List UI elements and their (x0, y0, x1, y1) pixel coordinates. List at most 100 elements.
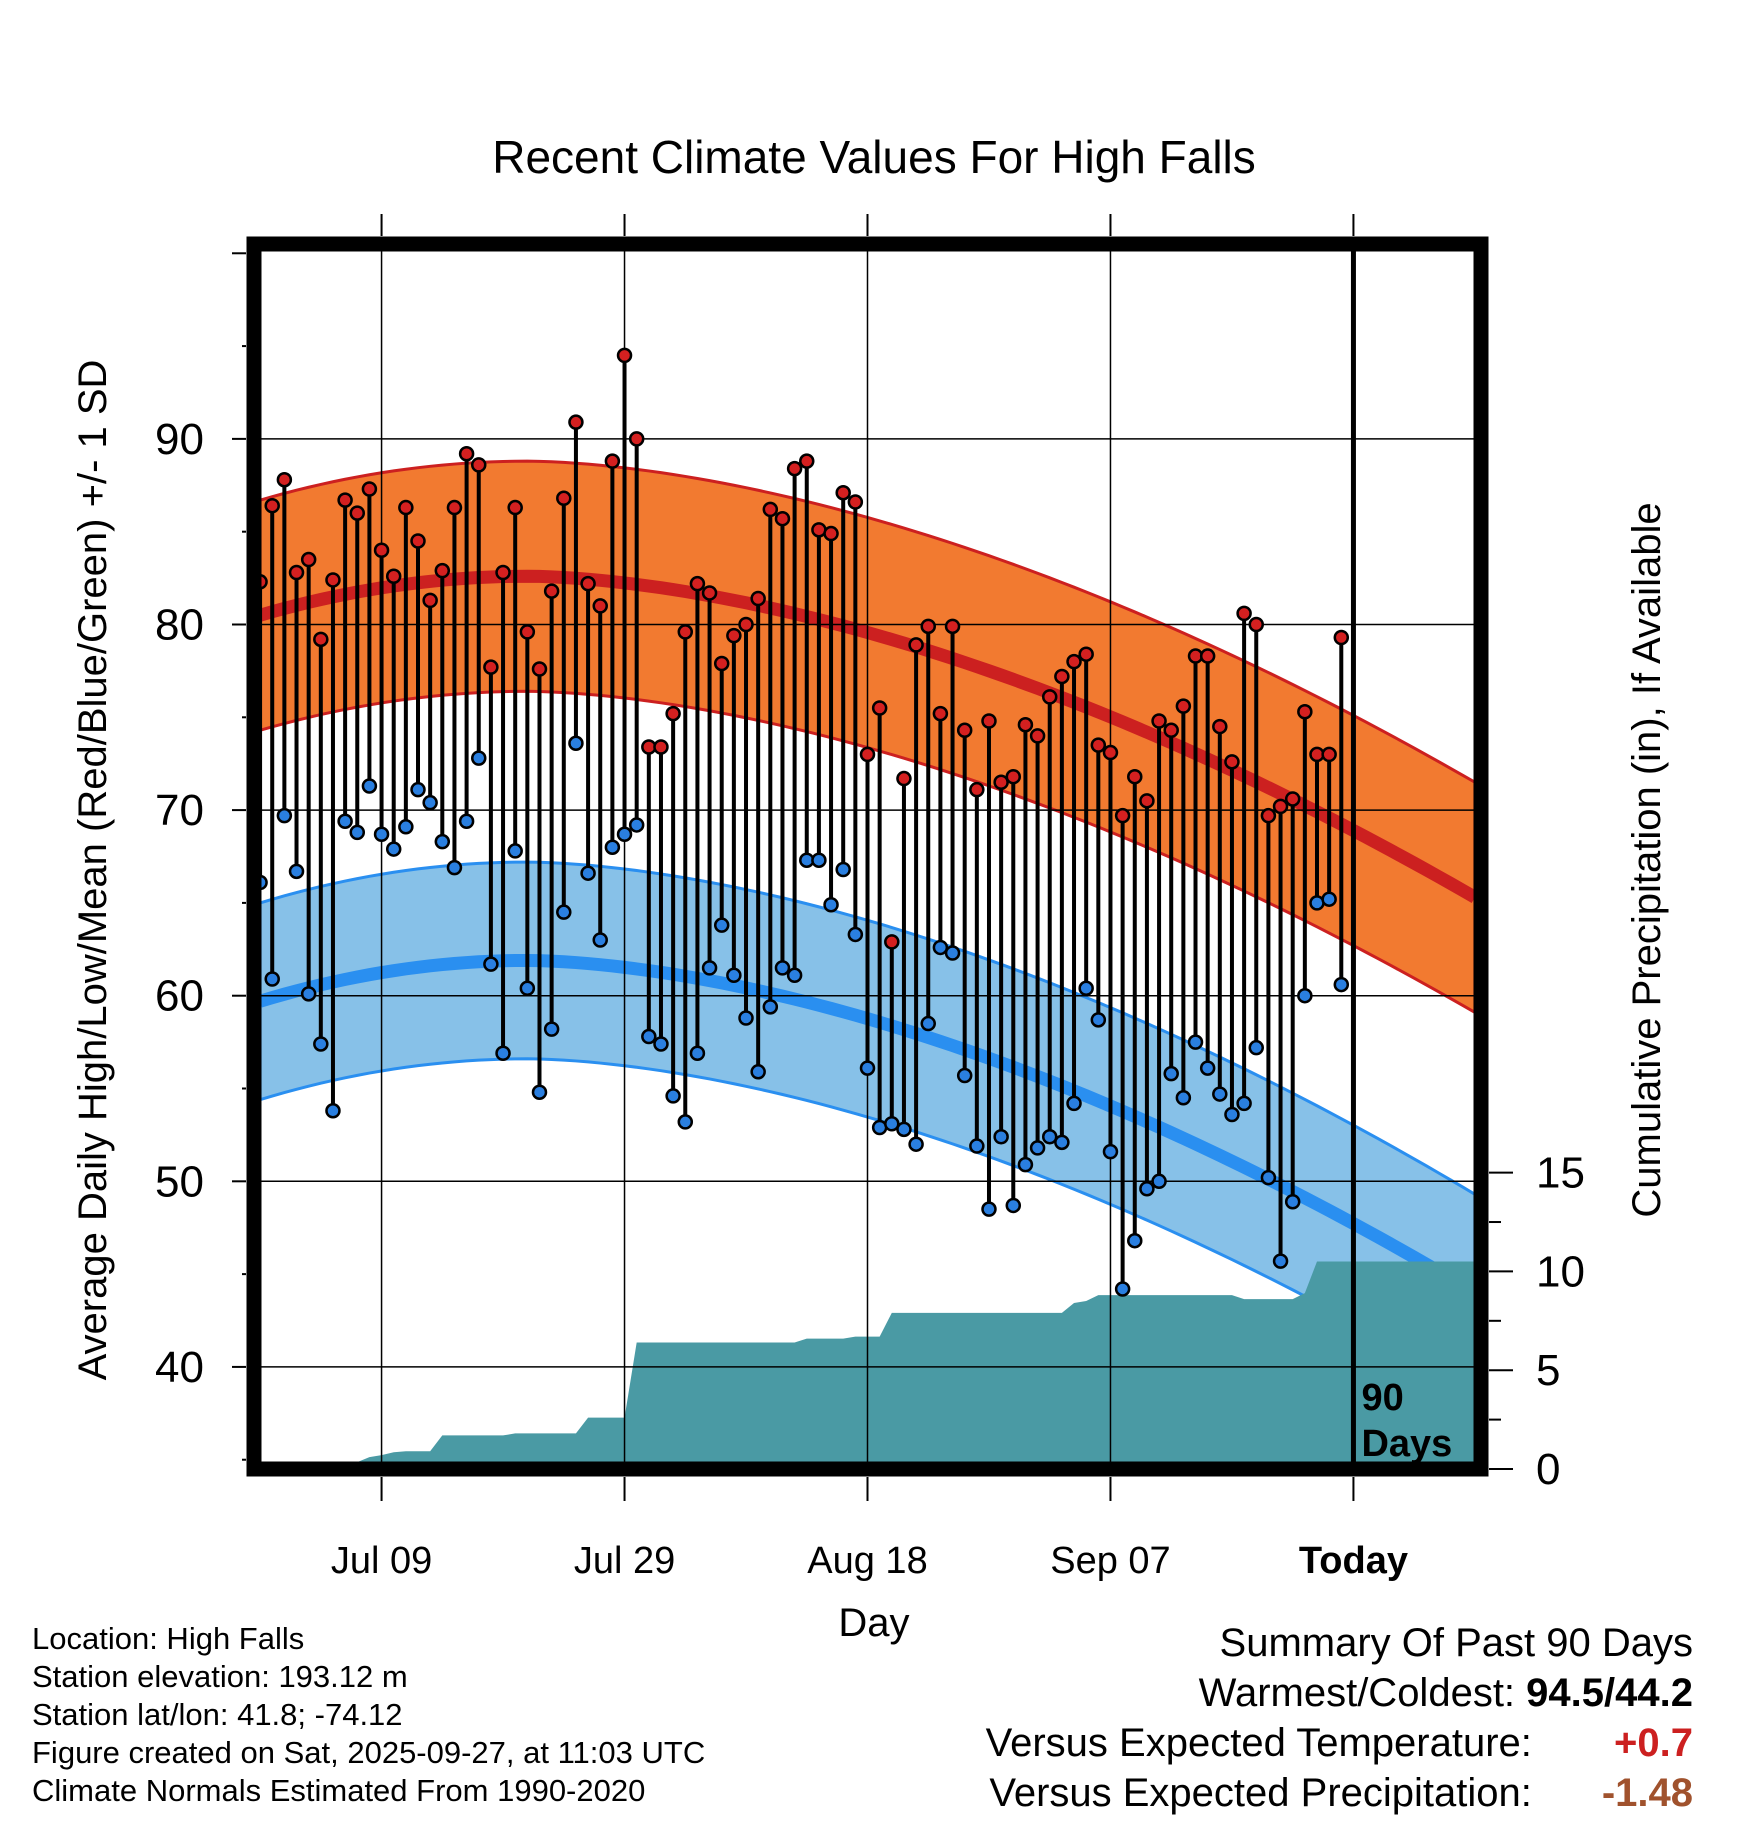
daily-high-point (1029, 728, 1046, 744)
daily-low-point (1102, 1143, 1119, 1160)
daily-low-point (580, 865, 596, 881)
daily-high-point (920, 618, 936, 635)
daily-low-point (1260, 1169, 1277, 1186)
daily-high-point (1041, 689, 1058, 705)
summary-heading: Summary Of Past 90 Days (1219, 1621, 1693, 1665)
daily-high-point (1066, 653, 1082, 670)
station-info: Location: High Falls Station elevation: … (32, 1620, 705, 1810)
daily-low-point (1066, 1095, 1082, 1112)
daily-high-point (325, 572, 341, 588)
daily-high-point (1199, 648, 1216, 664)
y-tick-label: 90 (155, 415, 204, 464)
daily-low-point (361, 778, 378, 794)
daily-low-point (1078, 980, 1094, 997)
daily-high-point (799, 453, 815, 469)
daily-high-point (1017, 716, 1034, 733)
daily-low-point (1127, 1232, 1143, 1249)
daily-high-point (434, 562, 451, 579)
daily-low-point (665, 1088, 681, 1104)
daily-low-point (300, 986, 317, 1002)
daily-low-point (641, 1028, 657, 1045)
daily-low-point (762, 999, 779, 1015)
daily-low-point (337, 813, 353, 829)
daily-low-point (1321, 891, 1337, 907)
daily-low-point (1151, 1173, 1167, 1190)
daily-low-point (884, 1116, 900, 1132)
daily-low-point (738, 1010, 754, 1026)
precip-departure-value: -1.48 (1601, 1771, 1693, 1815)
daily-high-point (1114, 807, 1131, 824)
daily-low-point (470, 750, 487, 766)
daily-high-point (1248, 616, 1265, 633)
daily-high-point (956, 722, 973, 739)
daily-high-point (689, 575, 706, 592)
daily-high-point (1102, 744, 1119, 761)
daily-high-point (835, 484, 851, 501)
daily-high-point (847, 494, 864, 510)
daily-low-point (264, 971, 280, 987)
daily-low-point (1199, 1060, 1216, 1076)
daily-high-point (1272, 798, 1289, 815)
daily-high-point (1175, 698, 1192, 714)
daily-low-point (543, 1021, 560, 1037)
daily-high-point (859, 746, 876, 763)
daily-low-point (446, 859, 463, 876)
daily-low-point (908, 1136, 924, 1152)
daily-low-point (1017, 1156, 1034, 1173)
daily-high-point (373, 542, 390, 558)
x-tick-label: Jul 29 (574, 1540, 675, 1582)
daily-low-point (969, 1138, 985, 1154)
daily-low-point (568, 735, 584, 752)
daily-high-point (313, 631, 329, 648)
daily-high-point (531, 661, 548, 677)
daily-low-point (835, 861, 851, 878)
daily-high-point (507, 499, 523, 516)
warmest-coldest-value: 94.5/44.2 (1526, 1671, 1693, 1715)
daily-low-point (325, 1103, 341, 1119)
temp-departure-label: Versus Expected Temperature: (985, 1721, 1532, 1765)
daily-low-point (385, 841, 402, 857)
daily-low-point (422, 794, 438, 811)
daily-high-point (422, 592, 438, 609)
daily-low-point (1041, 1129, 1058, 1145)
daily-low-point (507, 843, 523, 859)
daily-high-point (385, 568, 402, 584)
daily-high-point (568, 414, 584, 430)
daily-low-point (288, 863, 305, 880)
daily-high-point (981, 713, 997, 729)
daily-high-point (1284, 791, 1301, 807)
daily-low-point (373, 826, 390, 842)
daily-high-point (470, 457, 487, 473)
daily-high-point (871, 700, 888, 716)
y-tick-label: 60 (155, 972, 204, 1021)
daily-high-point (701, 585, 718, 601)
daily-low-point (1212, 1086, 1228, 1102)
daily-low-point (653, 1036, 669, 1052)
right-axis-label: Cumulative Precipitation (in), If Availa… (1625, 502, 1669, 1217)
daily-high-point (1321, 746, 1337, 763)
daily-low-point (956, 1067, 973, 1084)
daily-high-point (738, 616, 754, 633)
daily-high-point (1163, 722, 1179, 739)
daily-low-point (495, 1045, 511, 1061)
daily-high-point (750, 590, 766, 607)
daily-low-point (1005, 1197, 1022, 1214)
daily-high-point (543, 583, 560, 599)
precip-departure-label: Versus Expected Precipitation: (989, 1771, 1532, 1815)
normals-text: Climate Normals Estimated From 1990-2020 (32, 1773, 646, 1808)
daily-low-point (847, 926, 864, 943)
daily-high-point (398, 499, 414, 516)
daily-high-point (1090, 737, 1107, 753)
daily-high-point (726, 627, 742, 644)
daily-high-point (1005, 768, 1022, 785)
temp-departure-value: +0.7 (1614, 1721, 1693, 1765)
daily-high-point (823, 525, 839, 542)
daily-low-point (774, 960, 791, 976)
daily-high-point (1127, 768, 1143, 785)
daily-high-point (677, 624, 694, 640)
daily-low-point (458, 813, 475, 829)
daily-high-point (884, 934, 900, 950)
daily-high-point (1078, 646, 1094, 662)
daily-high-point (628, 431, 645, 447)
